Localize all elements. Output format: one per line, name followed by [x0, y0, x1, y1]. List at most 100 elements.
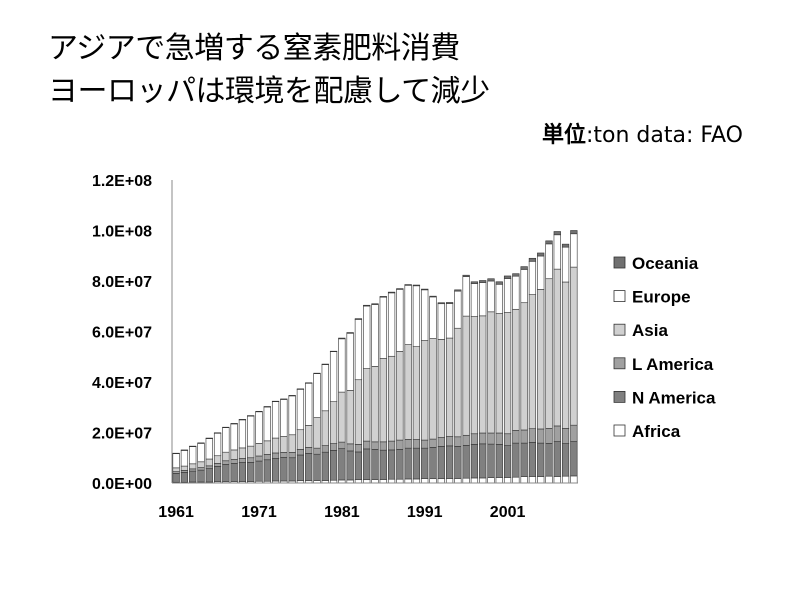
bar-l-america-1998 — [479, 432, 487, 445]
bar-n-america-1999 — [487, 443, 495, 478]
bar-n-america-1981 — [338, 448, 346, 481]
bar-n-america-1982 — [346, 450, 354, 481]
bar-l-america-2008 — [561, 428, 570, 444]
bar-europe-1973 — [271, 401, 280, 439]
bar-asia-1972 — [263, 440, 271, 455]
bar-l-america-1965 — [205, 465, 213, 469]
bar-europe-1976 — [296, 389, 305, 431]
bar-l-america-2002 — [512, 430, 520, 444]
bar-asia-2000 — [495, 313, 503, 434]
bar-l-america-1993 — [437, 437, 445, 447]
bar-europe-2003 — [520, 269, 528, 304]
x-tick-label: 1981 — [324, 504, 360, 521]
bar-europe-1979 — [321, 364, 329, 412]
bar-n-america-1998 — [479, 443, 487, 479]
bar-europe-1970 — [247, 415, 255, 447]
legend-swatch-n-america — [613, 390, 626, 403]
bar-l-america-1991 — [421, 439, 429, 449]
bar-europe-2008 — [561, 246, 570, 283]
legend-swatch-oceania — [613, 256, 626, 269]
bar-africa-1995 — [454, 478, 462, 484]
bar-africa-1998 — [479, 477, 487, 484]
bar-l-america-1995 — [454, 436, 462, 447]
bar-oceania-1996 — [462, 274, 470, 278]
bar-n-america-1976 — [296, 454, 305, 482]
bar-oceania-1979 — [321, 363, 329, 365]
bar-asia-1995 — [454, 327, 462, 438]
unit-label: 単位 — [541, 123, 586, 148]
bar-n-america-1970 — [247, 461, 255, 482]
bar-asia-1984 — [363, 368, 371, 442]
bar-europe-1961 — [172, 453, 180, 469]
bar-n-america-2005 — [537, 442, 545, 477]
bar-l-america-1985 — [371, 441, 379, 450]
bar-oceania-2001 — [503, 275, 512, 279]
bar-n-america-2009 — [570, 441, 578, 477]
bar-oceania-2002 — [512, 273, 520, 277]
bar-europe-1984 — [363, 305, 371, 369]
bar-asia-1988 — [396, 351, 404, 441]
bar-n-america-1985 — [371, 449, 379, 480]
unit-source-text: :ton data: FAO — [585, 123, 743, 148]
bar-oceania-1985 — [371, 303, 379, 305]
bar-africa-2006 — [545, 475, 553, 484]
bar-n-america-1987 — [387, 449, 396, 480]
bar-asia-1983 — [354, 379, 363, 445]
bar-europe-2006 — [545, 243, 553, 280]
bar-europe-2005 — [537, 255, 545, 290]
bar-l-america-1969 — [238, 458, 247, 463]
bar-n-america-1983 — [354, 451, 363, 481]
legend-swatch-europe — [613, 290, 626, 303]
bar-oceania-1977 — [305, 382, 313, 384]
bar-oceania-1983 — [354, 318, 363, 320]
bar-l-america-1980 — [329, 443, 338, 451]
bar-oceania-1994 — [445, 302, 454, 304]
bar-n-america-1980 — [329, 450, 338, 481]
bar-oceania-1967 — [222, 426, 230, 429]
bar-africa-1994 — [445, 478, 454, 484]
bar-n-america-2007 — [553, 441, 561, 477]
bar-l-america-1982 — [346, 443, 354, 452]
bar-asia-1993 — [437, 339, 445, 438]
bar-oceania-1981 — [338, 337, 346, 340]
bar-asia-1963 — [189, 463, 197, 470]
bar-n-america-1984 — [363, 448, 371, 481]
chart-title-line1: アジアで急増する窒素肥料消費 — [48, 31, 460, 66]
bar-europe-1985 — [371, 304, 379, 367]
bar-l-america-1987 — [387, 440, 396, 451]
legend-label-n-america: N America — [632, 388, 716, 407]
bar-asia-1968 — [230, 449, 238, 460]
bar-oceania-1984 — [363, 304, 371, 307]
bar-africa-1986 — [379, 479, 387, 484]
bar-asia-1980 — [329, 401, 338, 444]
bar-l-america-1971 — [255, 455, 263, 462]
legend: Oceania Europe Asia L America N America Afric… — [613, 254, 716, 441]
bar-oceania-1963 — [189, 445, 197, 447]
bar-n-america-2002 — [512, 442, 520, 478]
bar-oceania-1993 — [437, 302, 445, 305]
bar-l-america-1976 — [296, 449, 305, 456]
bar-oceania-1976 — [296, 388, 305, 390]
bar-n-america-1966 — [213, 466, 222, 483]
bar-oceania-1991 — [421, 288, 429, 291]
bar-europe-1980 — [329, 351, 338, 403]
bar-oceania-1975 — [288, 395, 296, 397]
bar-l-america-1981 — [338, 441, 346, 449]
bar-n-america-2008 — [561, 443, 570, 477]
bar-n-america-1968 — [230, 463, 238, 482]
bar-asia-2003 — [520, 302, 528, 431]
bar-africa-2009 — [570, 475, 578, 484]
bar-oceania-1989 — [404, 284, 412, 286]
bar-africa-2007 — [553, 476, 561, 484]
bar-oceania-1966 — [213, 432, 222, 434]
bar-oceania-1965 — [205, 437, 213, 439]
bar-africa-2003 — [520, 476, 528, 484]
bar-l-america-1983 — [354, 444, 363, 453]
y-tick-label: 1.0E+08 — [92, 224, 152, 241]
bar-oceania-1998 — [479, 280, 487, 283]
bar-europe-1997 — [470, 283, 479, 317]
x-tick-label: 1991 — [407, 504, 443, 521]
bar-europe-1978 — [313, 373, 321, 418]
bar-l-america-1988 — [396, 439, 404, 450]
bar-asia-1994 — [445, 337, 454, 437]
